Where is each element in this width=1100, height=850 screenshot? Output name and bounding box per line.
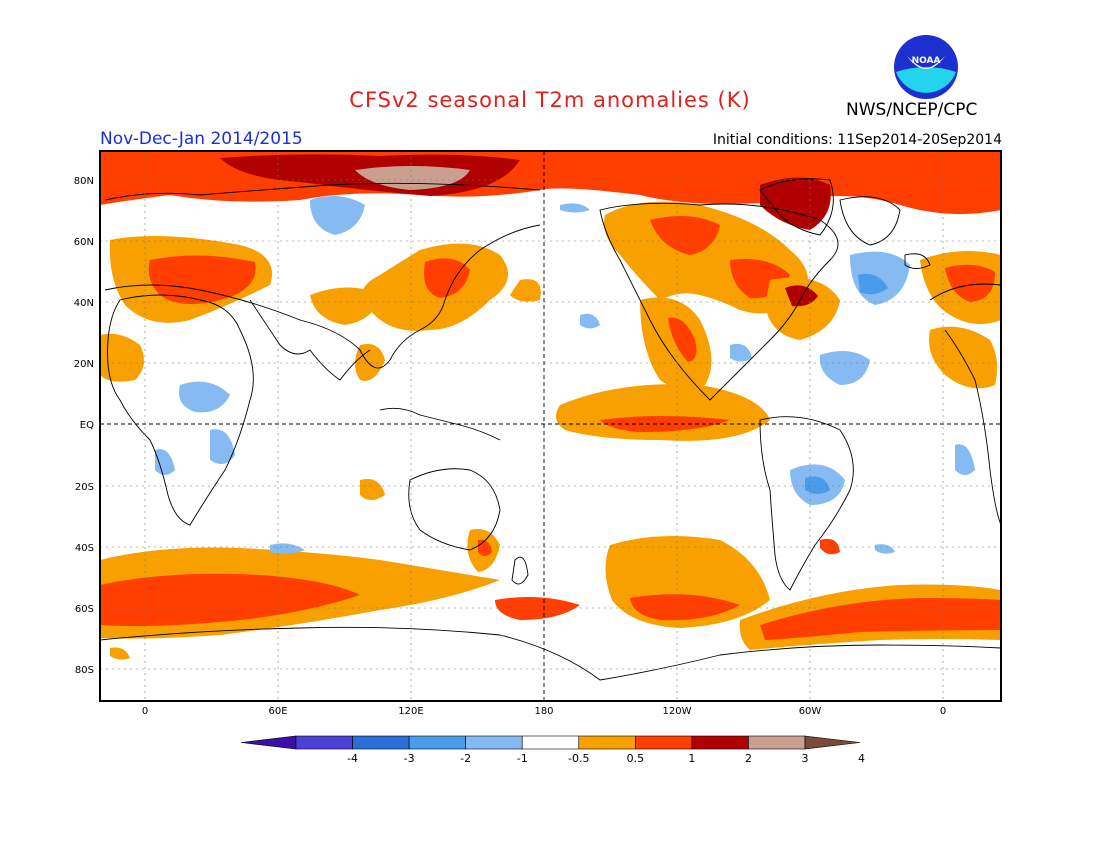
colorbar: -4 -3 -2 -1 -0.5 0.5 1 2 3 4: [240, 735, 865, 765]
graticule: [100, 151, 1001, 701]
coastlines: [100, 178, 1001, 681]
colorbar-swatch: [578, 735, 636, 750]
lat-label: 40N: [74, 298, 94, 309]
colorbar-label: -0.5: [568, 752, 589, 765]
lon-label: 60W: [799, 706, 822, 717]
lat-axis: 80N 60N 40N 20N EQ 20S 40S 60S 80S: [74, 176, 94, 676]
lat-label: 20N: [74, 359, 94, 370]
lon-axis: 0 60E 120E 180 120W 60W 0: [142, 706, 946, 717]
colorbar-label: 4: [858, 752, 865, 765]
initial-conditions: Initial conditions: 11Sep2014-20Sep2014: [712, 132, 1002, 148]
lat-label: 80N: [74, 176, 94, 187]
colorbar-swatch: [408, 735, 466, 750]
colorbar-label: 1: [688, 752, 695, 765]
colorbar-upper-arrow: [804, 735, 861, 750]
lat-label: EQ: [80, 420, 94, 431]
colorbar-label: -3: [404, 752, 415, 765]
lon-label: 120E: [398, 706, 423, 717]
lat-label: 20S: [75, 482, 94, 493]
lon-label: 120W: [663, 706, 692, 717]
agency-label: NWS/NCEP/CPC: [846, 100, 978, 120]
map-frame: [99, 150, 1002, 702]
lon-label: 180: [534, 706, 553, 717]
colorbar-label: -1: [517, 752, 528, 765]
colorbar-lower-arrow: [240, 735, 297, 750]
forecast-period: Nov-Dec-Jan 2014/2015: [100, 129, 303, 149]
lon-label: 60E: [268, 706, 287, 717]
colorbar-label: 0.5: [627, 752, 645, 765]
colorbar-label: 3: [802, 752, 809, 765]
noaa-logo-text: NOAA: [912, 56, 941, 66]
lat-label: 60S: [75, 604, 94, 615]
colorbar-swatch: [748, 735, 806, 750]
colorbar-swatch: [635, 735, 693, 750]
lat-label: 40S: [75, 543, 94, 554]
colorbar-label: -4: [347, 752, 358, 765]
colorbar-label: 2: [745, 752, 752, 765]
colorbar-swatch: [465, 735, 523, 750]
colorbar-swatch: [691, 735, 749, 750]
colorbar-swatch: [295, 735, 353, 750]
colorbar-swatch: [352, 735, 410, 750]
anomaly-field: [100, 151, 1001, 701]
colorbar-swatch: [521, 735, 580, 750]
lat-label: 80S: [75, 665, 94, 676]
lat-label: 60N: [74, 237, 94, 248]
map-title: CFSv2 seasonal T2m anomalies (K): [349, 88, 751, 112]
lon-label: 0: [940, 706, 946, 717]
lon-label: 0: [142, 706, 148, 717]
colorbar-label: -2: [460, 752, 471, 765]
noaa-logo: NOAA: [893, 34, 959, 100]
